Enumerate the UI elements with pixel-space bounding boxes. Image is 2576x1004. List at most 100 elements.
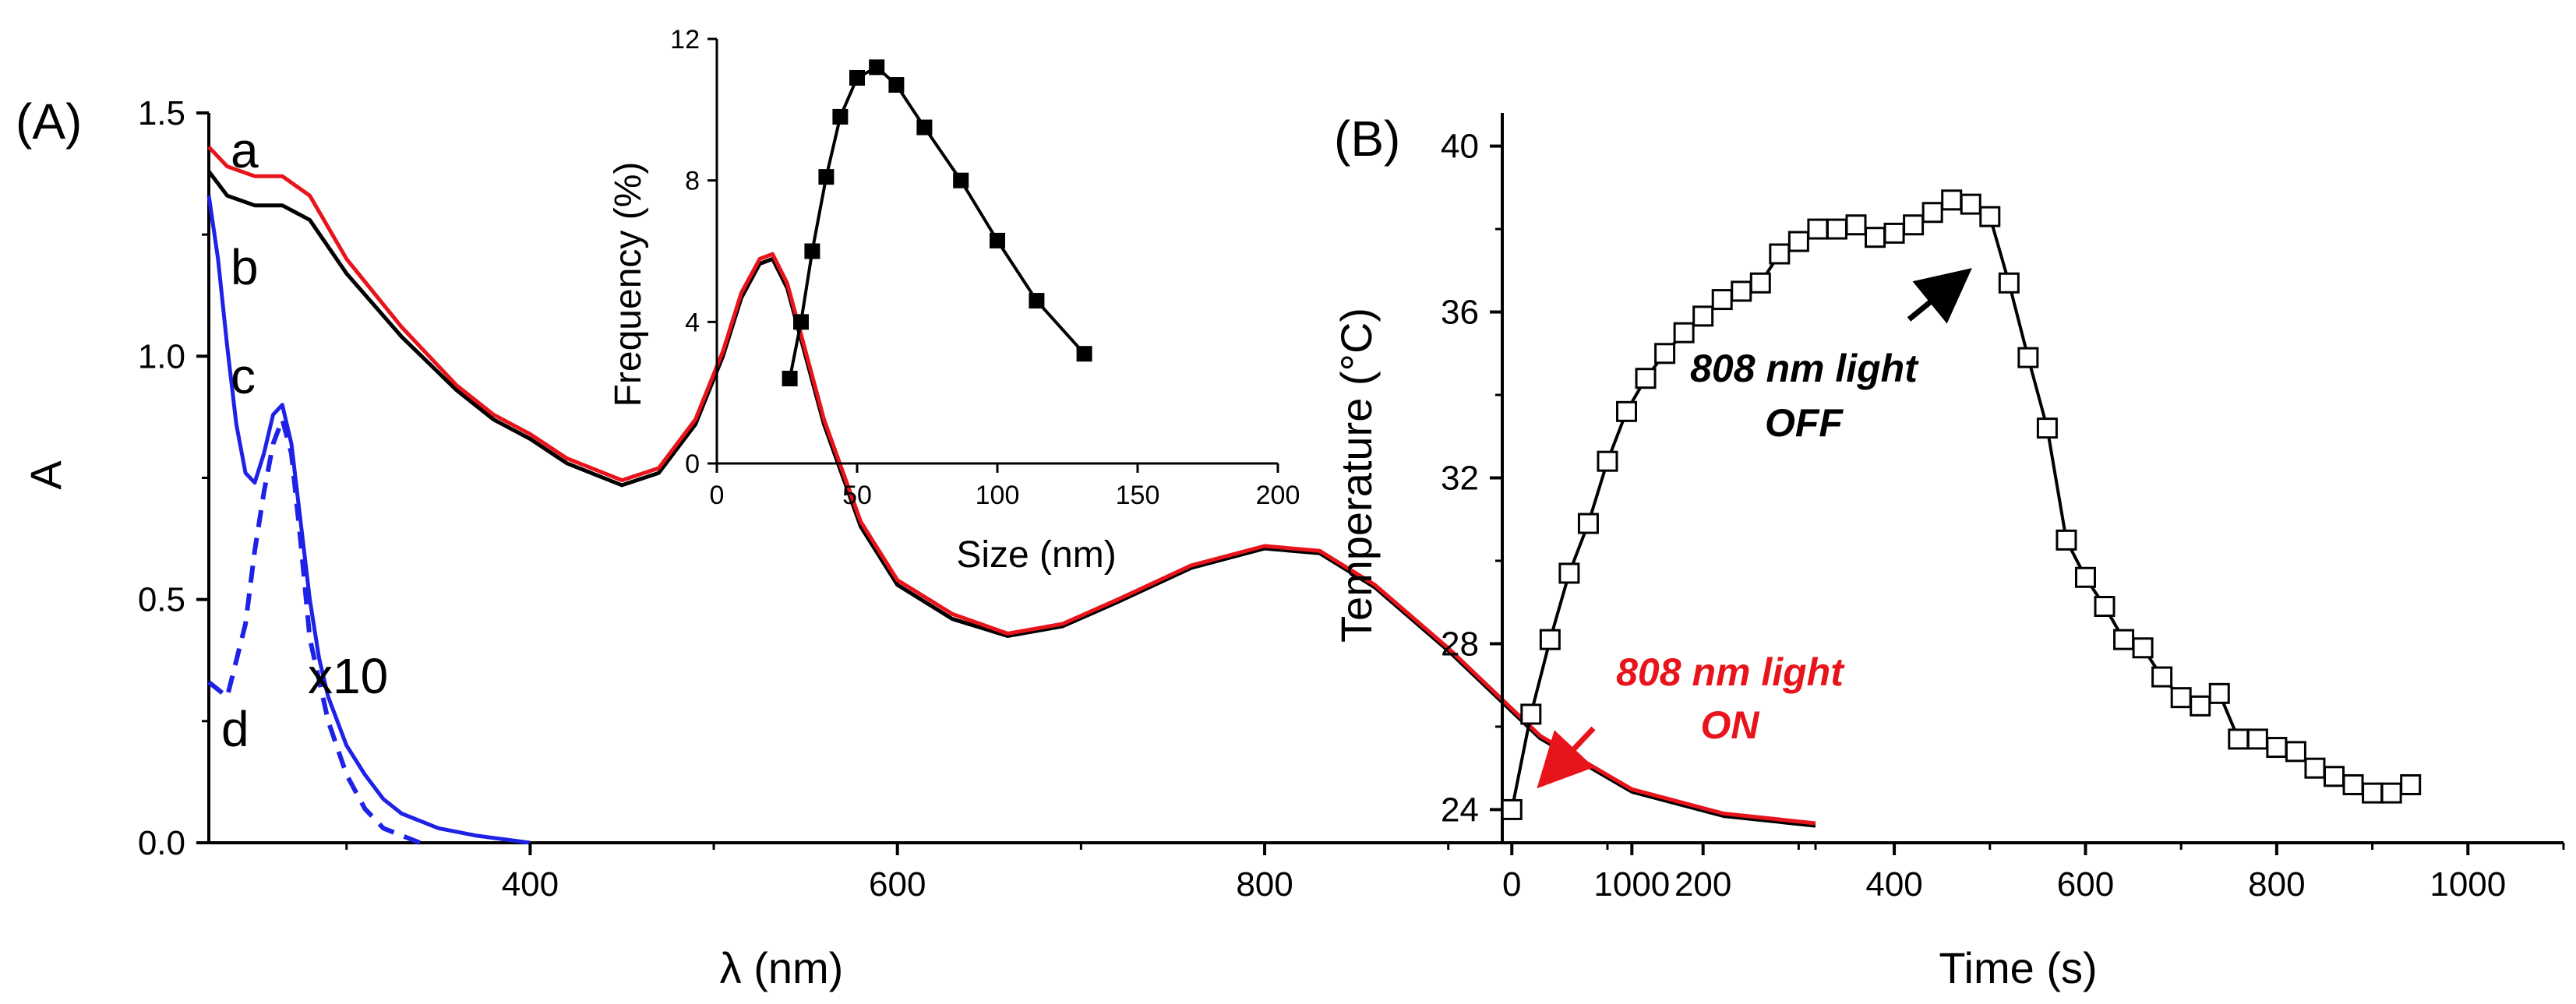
inset-data-point bbox=[869, 59, 885, 76]
temperature-data-point bbox=[2170, 687, 2192, 709]
temperature-data-point bbox=[2342, 773, 2364, 795]
panel-b-y-tick-label: 32 bbox=[1441, 460, 1479, 498]
inset-data-point bbox=[1076, 346, 1092, 362]
panel-a-x-tick-label: 1000 bbox=[1593, 865, 1670, 904]
panel-a-y-tick-label: 0.0 bbox=[138, 824, 185, 862]
inset-data-point bbox=[832, 108, 849, 125]
temperature-data-point bbox=[1749, 272, 1771, 294]
inset-plot-area bbox=[715, 39, 1278, 465]
curve-c bbox=[206, 195, 531, 845]
temperature-data-point bbox=[1883, 222, 1905, 244]
curve-a bbox=[207, 145, 1816, 826]
inset-y-ticks: 0 4 8 12 bbox=[670, 25, 717, 479]
inset-x-axis-label: Size (nm) bbox=[956, 534, 1116, 576]
panel-b-y-tick-label: 28 bbox=[1441, 625, 1479, 663]
inset-x-tick-label: 200 bbox=[1256, 481, 1300, 510]
arrow-light-off bbox=[1907, 268, 1972, 324]
inset-x-tick-label: 100 bbox=[976, 481, 1020, 510]
temperature-data-point bbox=[2400, 773, 2422, 795]
x10-scale-label: x10 bbox=[308, 648, 388, 704]
temperature-line bbox=[1510, 198, 2412, 810]
panel-b-x-axis-label: Time (s) bbox=[1939, 943, 2097, 992]
temperature-data-point bbox=[2324, 766, 2345, 787]
temperature-data-point bbox=[2266, 737, 2288, 759]
temperature-data-point bbox=[2380, 782, 2402, 804]
temperature-data-point bbox=[2056, 529, 2077, 551]
inset-data-point bbox=[990, 232, 1005, 248]
panel-a-x-tick-label: 400 bbox=[502, 865, 559, 904]
temperature-data-point bbox=[1635, 368, 1657, 389]
temperature-data-point bbox=[1558, 562, 1580, 584]
panel-a-x-tick-label: 600 bbox=[869, 865, 926, 904]
inset-data-point bbox=[849, 69, 865, 86]
curve-label-d: d bbox=[221, 701, 249, 757]
panel-a-y-tick-label: 0.5 bbox=[138, 581, 185, 619]
temperature-data-point bbox=[1941, 189, 1963, 211]
panel-b-x-ticks: 0 200 400 600 800 1000 bbox=[1502, 843, 2565, 904]
temperature-data-point bbox=[2228, 728, 2250, 750]
panel-b-x-tick-label: 800 bbox=[2248, 865, 2305, 904]
annotation-light-on-line1: 808 nm light bbox=[1616, 650, 1845, 694]
inset-data-point bbox=[818, 169, 835, 185]
inset-size-distribution-chart: 0 50 100 150 200 0 4 8 12 Size (nm) Frequency (… bbox=[608, 25, 1300, 576]
panel-b-y-ticks: 24 28 32 36 40 bbox=[1441, 128, 1502, 829]
temperature-data-point bbox=[1692, 305, 1714, 327]
panel-b-x-tick-label: 200 bbox=[1674, 865, 1731, 904]
temperature-data-point bbox=[2208, 682, 2230, 704]
temperature-data-point bbox=[1826, 218, 1847, 240]
temperature-data-point bbox=[1787, 231, 1809, 252]
inset-x-tick-label: 150 bbox=[1116, 481, 1160, 510]
inset-data-point bbox=[953, 172, 969, 188]
temperature-data-point bbox=[1845, 214, 1867, 236]
temperature-data-point bbox=[1577, 513, 1599, 534]
panel-b-label: (B) bbox=[1334, 111, 1400, 167]
panel-a-x-axis-label: λ (nm) bbox=[720, 943, 844, 992]
temperature-data-point bbox=[1539, 629, 1561, 650]
temperature-data-point bbox=[2113, 629, 2135, 650]
panel-a-chart: (A) 400 600 800 1000 0.00.51.01.5 λ (nm) A … bbox=[16, 93, 1817, 992]
inset-data-point bbox=[888, 77, 905, 93]
temperature-data-point bbox=[1520, 703, 1542, 725]
panel-a-y-tick-label: 1.5 bbox=[138, 94, 185, 132]
temperature-data-point bbox=[1921, 202, 1943, 224]
panel-b-y-axis-label: Temperature (°C) bbox=[1332, 308, 1381, 643]
temperature-data-point bbox=[2190, 695, 2211, 717]
temperature-data-point bbox=[2017, 347, 2039, 368]
temperature-data-point bbox=[2362, 782, 2384, 804]
temperature-data-point bbox=[2246, 728, 2268, 750]
temperature-data-point bbox=[2304, 757, 2326, 779]
temperature-data-point bbox=[2132, 637, 2154, 659]
panel-b-x-tick-label: 1000 bbox=[2430, 865, 2506, 904]
temperature-data-point bbox=[1979, 206, 2001, 227]
inset-y-tick-label: 12 bbox=[670, 25, 700, 55]
panel-a-plot-area bbox=[206, 113, 1816, 845]
temperature-data-point bbox=[2285, 741, 2306, 763]
panel-a-y-ticks: 0.0 0.5 1.0 1.5 bbox=[138, 94, 209, 862]
inset-x-tick-label: 50 bbox=[842, 481, 872, 510]
inset-y-tick-label: 8 bbox=[685, 167, 700, 196]
curve-label-b: b bbox=[231, 239, 259, 295]
inset-y-tick-label: 0 bbox=[685, 449, 700, 479]
temperature-data-point bbox=[2074, 566, 2096, 588]
curve-b bbox=[207, 170, 1816, 828]
temperature-data-point bbox=[1501, 798, 1523, 820]
temperature-data-point bbox=[2151, 666, 2173, 688]
panel-b-y-tick-label: 40 bbox=[1441, 128, 1479, 166]
temperature-data-point bbox=[1960, 193, 1981, 215]
panel-b-plot-area bbox=[1501, 113, 2564, 844]
panel-b-y-tick-label: 36 bbox=[1441, 294, 1479, 332]
temperature-data-point bbox=[1597, 450, 1618, 472]
temperature-data-point bbox=[1654, 343, 1676, 365]
annotation-light-off-line2: OFF bbox=[1765, 401, 1844, 445]
inset-data-point bbox=[782, 371, 798, 386]
temperature-data-point bbox=[1865, 227, 1886, 248]
temperature-data-point bbox=[1998, 272, 2020, 294]
curve-d bbox=[207, 417, 422, 845]
inset-data-point bbox=[793, 314, 809, 330]
panel-a-label: (A) bbox=[16, 93, 82, 150]
inset-data-point bbox=[916, 119, 933, 136]
panel-b-x-tick-label: 600 bbox=[2057, 865, 2114, 904]
panel-a-y-axis-label: A bbox=[21, 460, 70, 490]
temperature-data-point bbox=[2094, 596, 2115, 618]
temperature-data-point bbox=[1673, 322, 1695, 343]
